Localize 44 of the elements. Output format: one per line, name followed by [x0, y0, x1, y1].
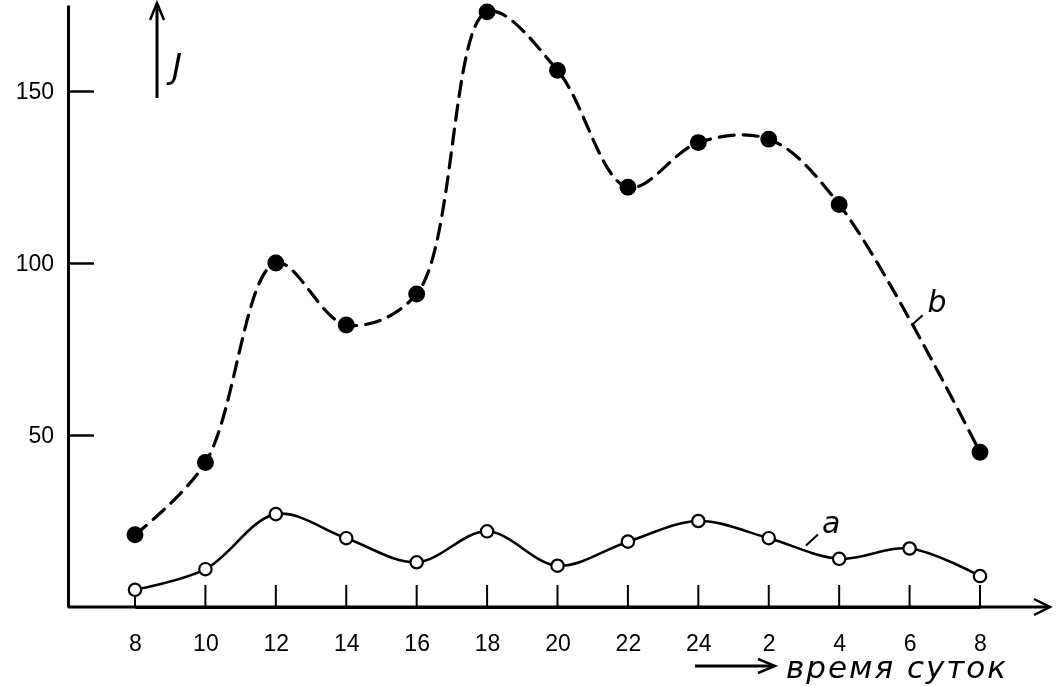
point [549, 61, 566, 79]
point [127, 582, 143, 598]
point [830, 196, 848, 213]
x-tick-label: 8 [974, 630, 987, 657]
y-axis-title: J [166, 46, 183, 86]
x-tick-label: 10 [193, 630, 219, 657]
point [831, 551, 847, 567]
point [972, 568, 988, 584]
x-tick-label: 20 [545, 630, 571, 657]
y-tick-label: 150 [15, 77, 54, 104]
point [267, 254, 285, 272]
x-tick-label: 2 [762, 630, 776, 657]
point [620, 534, 636, 549]
point [268, 506, 284, 522]
x-tick-label: 14 [333, 630, 360, 657]
point [550, 558, 565, 573]
point [126, 526, 144, 544]
point [196, 454, 214, 471]
x-tick-label: 6 [903, 630, 917, 657]
point [409, 555, 424, 570]
x-tick-label: 4 [833, 630, 847, 657]
y-tick-label: 50 [28, 421, 54, 448]
point [761, 530, 777, 546]
x-tick-label: 22 [615, 630, 642, 657]
x-tick-label: 18 [474, 630, 501, 657]
legend-label: a [821, 504, 841, 540]
point [198, 561, 213, 577]
point [689, 134, 707, 152]
y-tick-label: 100 [15, 249, 54, 276]
point [691, 513, 706, 529]
point [902, 541, 917, 556]
legend-label: b [927, 284, 947, 320]
x-tick-label: 8 [129, 630, 142, 657]
x-tick-label: 16 [404, 630, 430, 657]
x-tick-label: 24 [686, 630, 712, 657]
point [971, 443, 989, 461]
point [619, 178, 637, 196]
x-tick-label: 12 [263, 630, 290, 657]
point [478, 3, 496, 21]
point [338, 530, 354, 546]
point [760, 130, 778, 148]
point [479, 524, 495, 539]
point [337, 316, 355, 334]
point [408, 285, 426, 303]
